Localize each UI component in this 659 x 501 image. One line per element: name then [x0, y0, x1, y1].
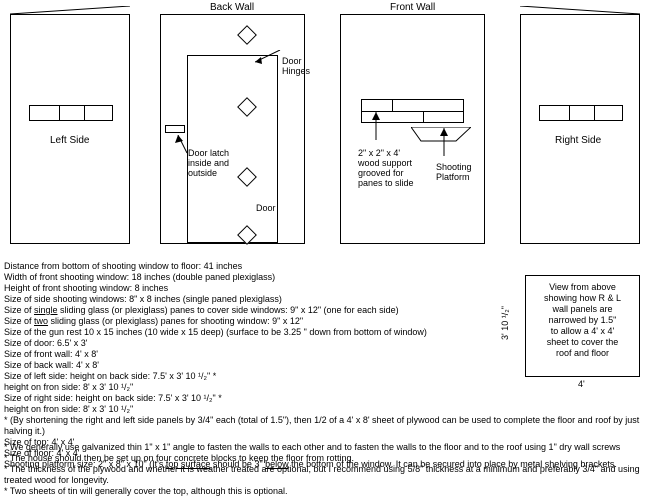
view-box-text: View from above showing how R & L wall p…	[532, 282, 633, 359]
note-line: * We generally use galvanized thin 1" x …	[4, 442, 655, 453]
note-line: * The thickness of the plywood and wheth…	[4, 464, 655, 486]
hinge-arrow	[255, 50, 285, 70]
notes-block: * We generally use galvanized thin 1" x …	[4, 442, 655, 497]
note-line: * The house should then be set up on fou…	[4, 453, 655, 464]
spec-line: * (By shortening the right and left side…	[4, 415, 655, 437]
gun-rest-icon	[539, 105, 623, 121]
view-dim-w: 4'	[578, 379, 585, 389]
support-arrow	[370, 112, 382, 142]
view-from-above-box: View from above showing how R & L wall p…	[525, 275, 640, 377]
spec-line: Distance from bottom of shooting window …	[4, 261, 655, 272]
right-side-panel	[520, 14, 640, 244]
view-dim-h: 3' 10 ¹/₂"	[500, 306, 510, 340]
spec-line: height on fron side: 8' x 3' 10 ¹/₂"	[4, 404, 655, 415]
spec-line: height on fron side: 8' x 3' 10 ¹/₂"	[4, 382, 655, 393]
front-wall-panel	[340, 14, 485, 244]
door-label: Door	[256, 203, 276, 213]
gun-rest-icon	[29, 105, 113, 121]
door-latch-icon	[165, 125, 185, 133]
left-side-title: Left Side	[50, 135, 89, 146]
note-line: * Two sheets of tin will generally cover…	[4, 486, 655, 497]
spec-line: Size of right side: height on back side:…	[4, 393, 655, 404]
shooting-platform-label: Shooting Platform	[436, 162, 472, 182]
front-wall-title: Front Wall	[390, 2, 435, 13]
wood-support-label: 2" x 2" x 4' wood support grooved for pa…	[358, 148, 414, 188]
back-wall-title: Back Wall	[210, 2, 254, 13]
platform-arrow	[438, 128, 450, 158]
left-side-panel	[10, 14, 130, 244]
door-hinges-label: Door Hinges	[282, 56, 310, 76]
left-side-slope	[10, 6, 130, 16]
right-side-title: Right Side	[555, 135, 601, 146]
right-side-slope	[520, 6, 640, 16]
door-latch-label: Door latch inside and outside	[188, 148, 229, 178]
